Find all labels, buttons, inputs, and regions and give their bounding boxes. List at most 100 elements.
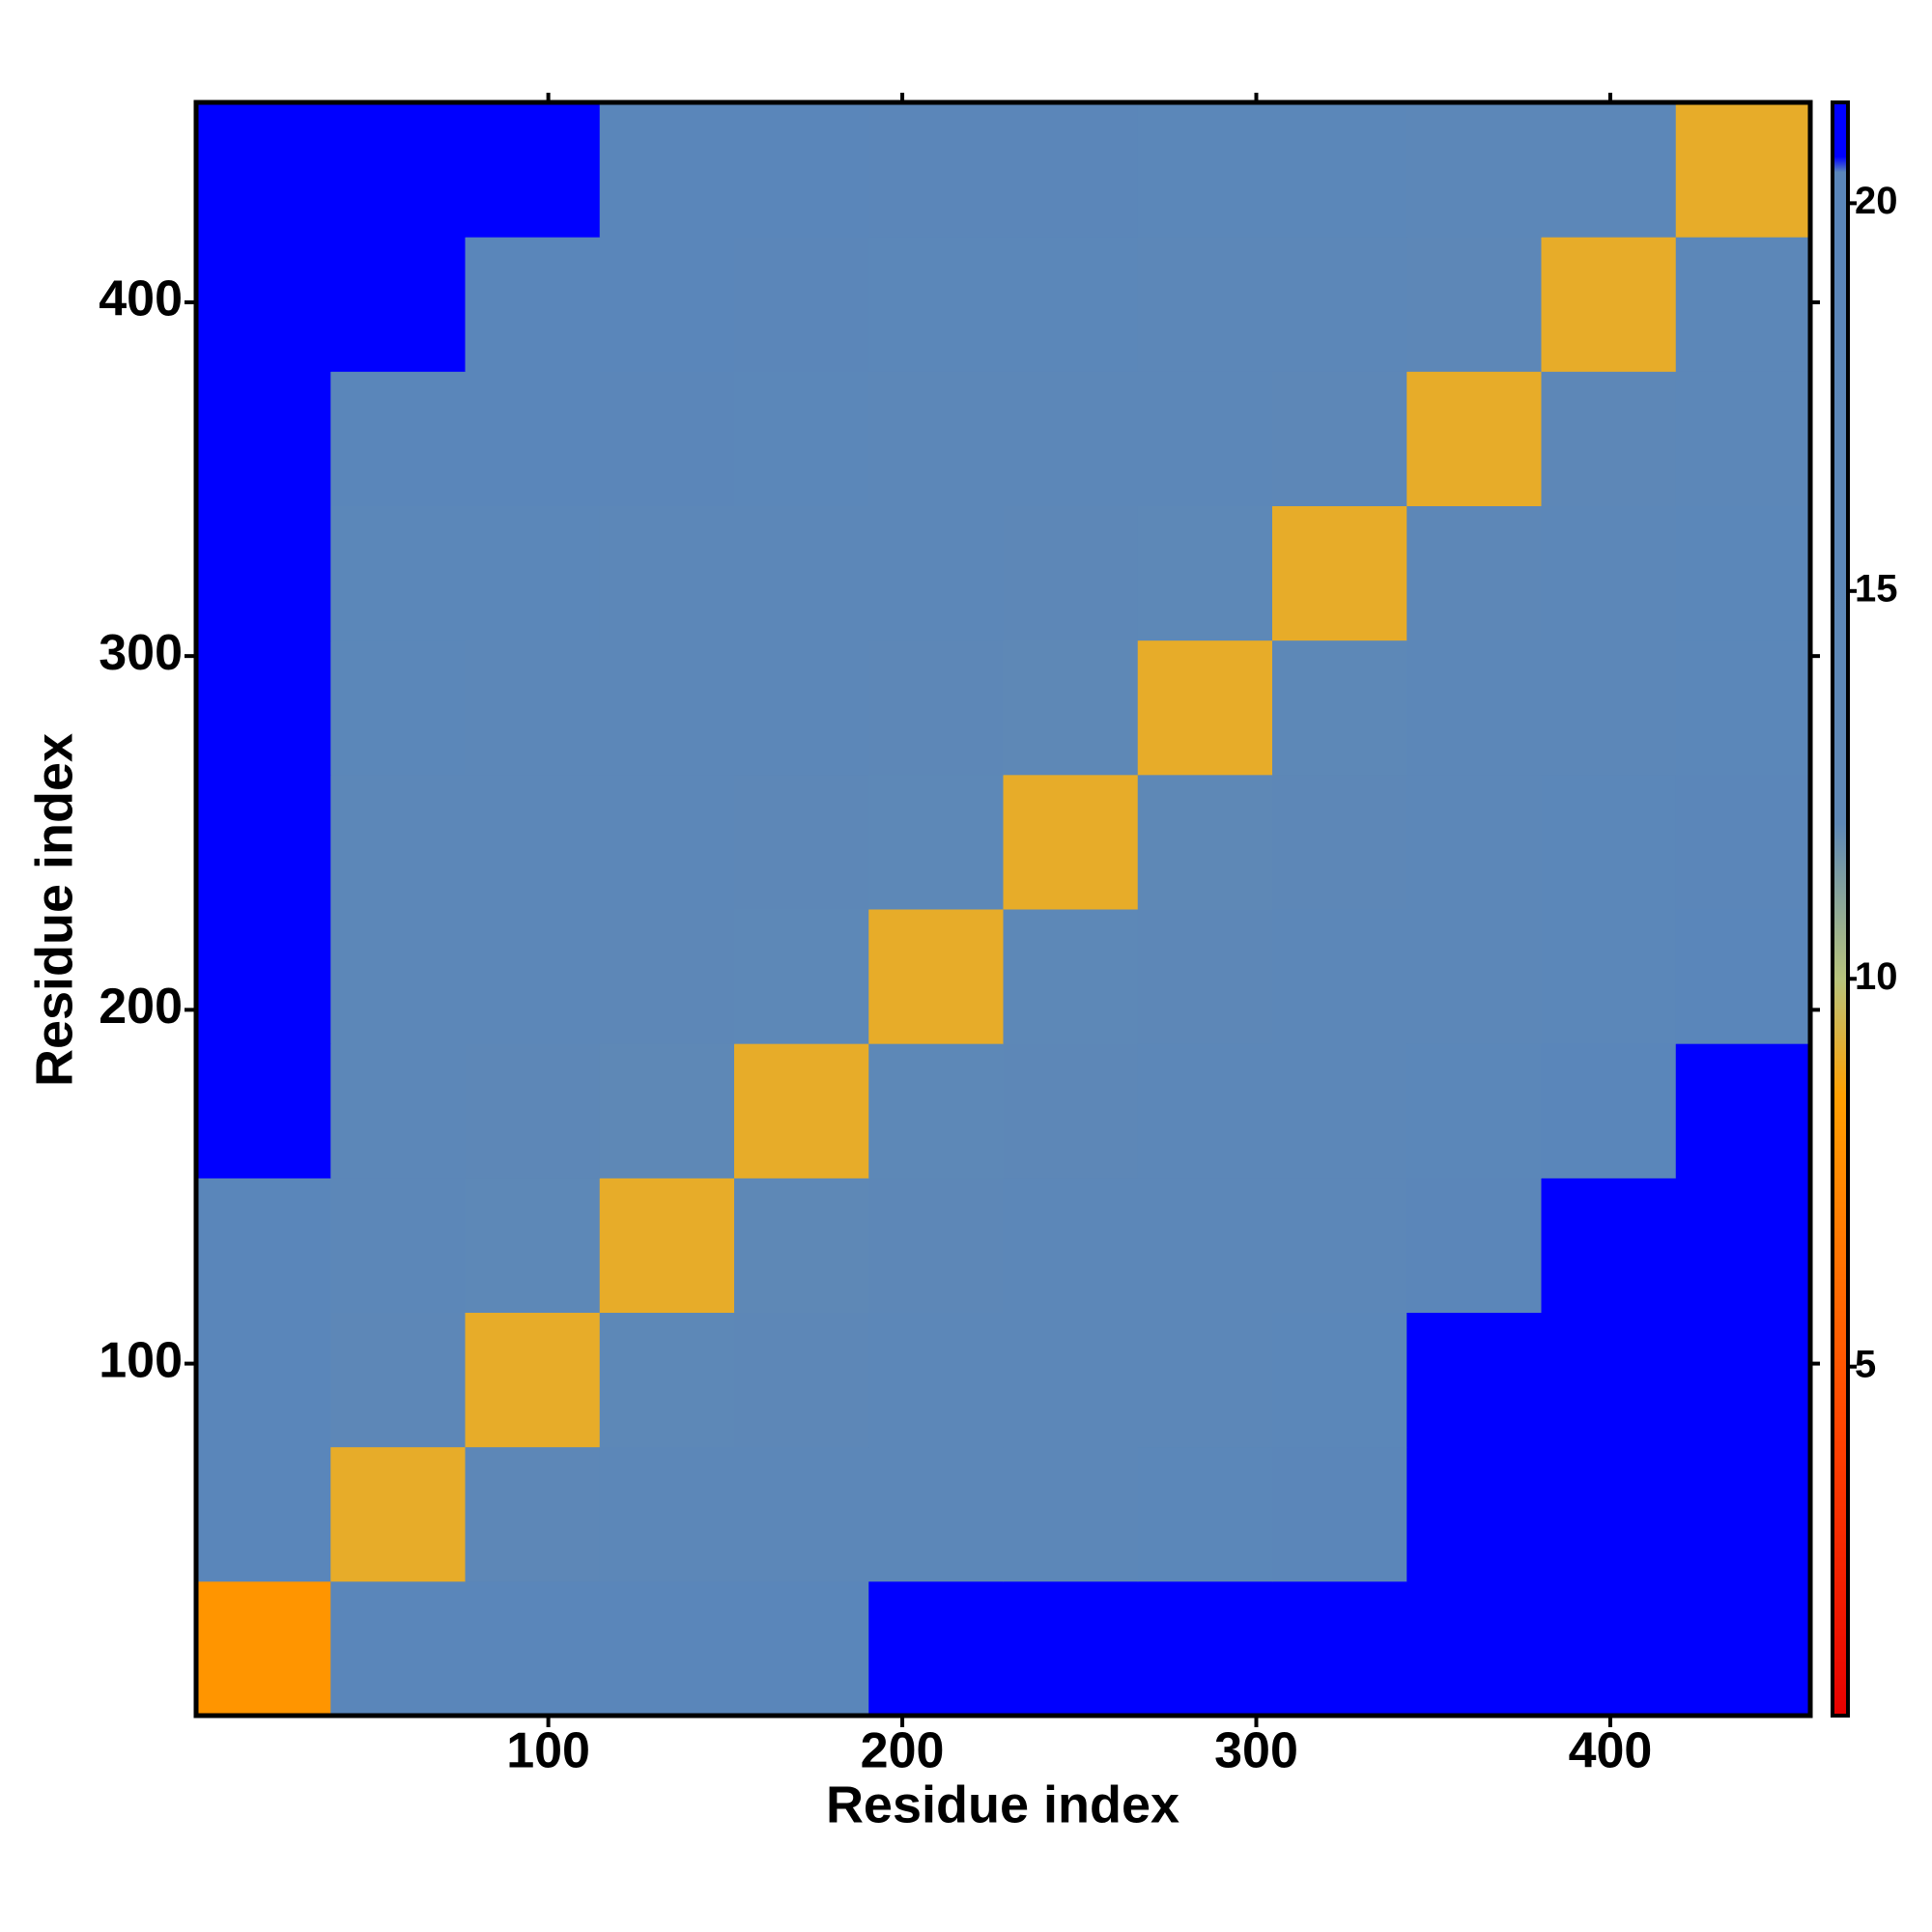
heatmap-cell [1003,102,1139,238]
heatmap-cell [330,102,466,238]
heatmap-cell [1003,237,1139,372]
heatmap-cell [1003,1312,1139,1448]
heatmap-cell [1137,505,1273,641]
heatmap-cell [734,639,869,776]
heatmap-cell [599,774,735,910]
y-tick-label: 200 [99,979,183,1035]
heatmap-cell [1406,639,1542,776]
heatmap-cell [330,371,466,506]
y-tick-label: 400 [99,271,183,327]
heatmap-cell [599,505,735,641]
heatmap-cell [196,1312,331,1448]
heatmap-cell [1406,102,1542,238]
x-tick-label: 400 [1569,1723,1653,1779]
heatmap-cell [734,1178,869,1313]
heatmap-cell [1541,371,1677,506]
heatmap-cell [1137,102,1273,238]
heatmap-cell [196,1446,331,1582]
heatmap-cell [1541,639,1677,776]
heatmap-cell [1406,237,1542,372]
y-tick-label: 100 [99,1332,183,1388]
heatmap-cell [599,102,735,238]
heatmap-cell [1137,1178,1273,1313]
heatmap-cell [1137,237,1273,372]
heatmap-cell [1675,1580,1811,1717]
heatmap-cell [734,237,869,372]
heatmap-cell [330,1312,466,1448]
heatmap-cell [1406,1580,1542,1717]
heatmap-cell [196,1178,331,1313]
heatmap-cell [1675,1043,1811,1179]
heatmap-cell [1137,639,1273,776]
heatmap-cell [1272,639,1407,776]
heatmap-cell [599,1043,735,1179]
heatmap-cell [1272,1043,1407,1179]
heatmap-cell [465,102,601,238]
x-tick-label: 200 [861,1723,945,1779]
heatmap-cell [1003,639,1139,776]
heatmap-cell [1406,1178,1542,1313]
heatmap-cell [1541,1043,1677,1179]
heatmap-cell [599,371,735,506]
heatmap-cell [734,1043,869,1179]
heatmap-cell [465,1178,601,1313]
heatmap-cell [1675,774,1811,910]
heatmap-cell [1541,909,1677,1044]
heatmap-cell [1406,774,1542,910]
heatmap-cell [1003,371,1139,506]
heatmap-cell [599,639,735,776]
heatmap-cell [1137,774,1273,910]
heatmap-cell [1137,909,1273,1044]
heatmap-cell [868,1043,1004,1179]
heatmap-cell [330,774,466,910]
heatmap-cell [1406,1446,1542,1582]
heatmap-cell [734,1446,869,1582]
heatmap-cell [1406,371,1542,506]
heatmap-cell [868,639,1004,776]
colorbar-tick-label: 15 [1855,567,1898,610]
heatmap-cell [599,237,735,372]
heatmap-cell [1272,1178,1407,1313]
heatmap-cell [1541,237,1677,372]
heatmap-cell [868,1178,1004,1313]
heatmap-cell [868,1580,1004,1717]
heatmap-cell [734,1312,869,1448]
heatmap-cell [1003,1178,1139,1313]
heatmap-cell [465,1312,601,1448]
heatmap-cell [1272,774,1407,910]
heatmap-cell [1003,1580,1139,1717]
heatmap-cell [330,1043,466,1179]
heatmap-cell [1406,1043,1542,1179]
heatmap-cell [1137,1043,1273,1179]
heatmap-cell [1003,1446,1139,1582]
heatmap-cell [1272,1446,1407,1582]
colorbar-tick-label: 10 [1855,955,1898,998]
heatmap-cell [196,102,331,238]
colorbar [1831,100,1850,1718]
heatmap-cell [1003,774,1139,910]
heatmap-cell [465,505,601,641]
x-axis-title: Residue index [826,1776,1179,1833]
heatmap-cell [1541,774,1677,910]
y-axis-title: Residue index [25,733,83,1087]
heatmap-cell [1675,237,1811,372]
heatmap-cell [734,371,869,506]
heatmap-cell [868,371,1004,506]
y-tick-label: 300 [99,625,183,681]
x-tick-label: 100 [506,1723,590,1779]
heatmap-cell [465,1043,601,1179]
heatmap-cell [868,774,1004,910]
heatmap-cell [196,909,331,1044]
heatmap-cell [734,909,869,1044]
heatmap-cell [1406,909,1542,1044]
heatmap-cell [1137,1446,1273,1582]
heatmap-cell [1003,909,1139,1044]
heatmap-cell [599,1178,735,1313]
heatmap-cell [1541,1178,1677,1313]
heatmap-cell [868,909,1004,1044]
heatmap-cell [196,1580,331,1717]
colorbar-tick-label: 5 [1855,1343,1876,1385]
heatmap-cell [330,639,466,776]
heatmap-cell [868,1446,1004,1582]
heatmap-cell [330,1446,466,1582]
